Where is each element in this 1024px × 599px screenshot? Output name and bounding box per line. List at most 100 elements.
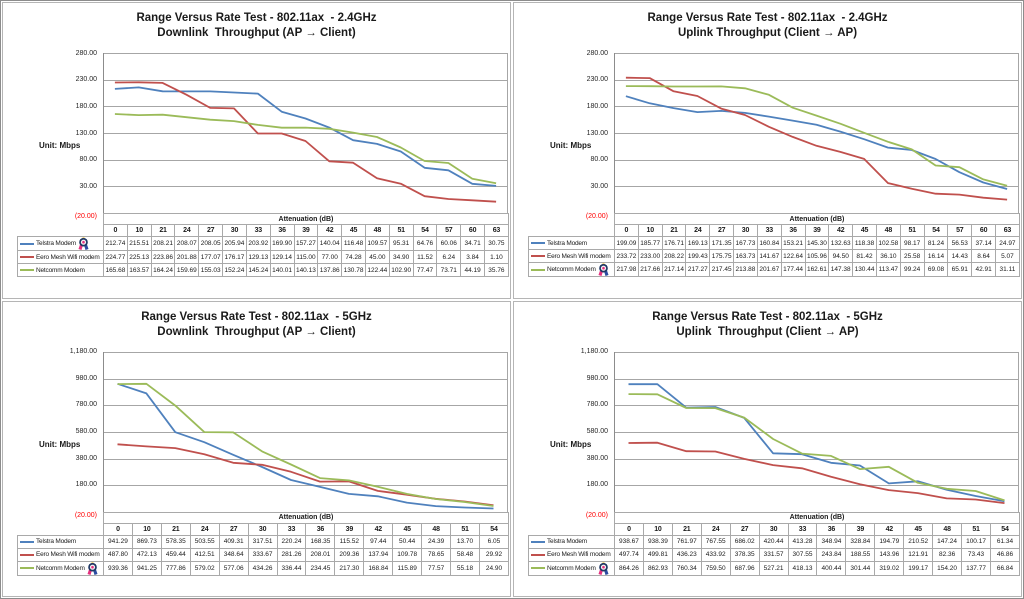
- value-cell: 162.61: [804, 262, 830, 277]
- chart-region: Unit: Mbps 280.00 230.00 180.00 130.00 80.00…: [3, 49, 510, 220]
- value-cell: 69.08: [923, 262, 949, 277]
- value-cell: 24.97: [995, 236, 1020, 250]
- unit-label: Unit: Mbps: [39, 439, 81, 449]
- value-cell: 29.92: [478, 547, 509, 562]
- x-axis-tick-cell: 0: [614, 522, 644, 536]
- y-axis-tick-label: 1,180.00: [69, 348, 97, 355]
- value-cell: 165.68: [103, 263, 128, 277]
- value-cell: 212.74: [103, 236, 128, 251]
- value-cell: 141.67: [756, 249, 782, 263]
- value-cell: 938.67: [614, 534, 644, 549]
- x-axis-tick-cell: 51: [961, 522, 991, 536]
- unit-label: Unit: Mbps: [550, 141, 592, 150]
- value-cell: 527.21: [758, 560, 789, 576]
- value-cell: 77.00: [317, 250, 343, 264]
- value-cell: 137.77: [961, 560, 991, 576]
- value-cell: 45.00: [364, 250, 390, 264]
- value-cell: 215.51: [126, 236, 152, 251]
- value-cell: 188.55: [845, 547, 876, 562]
- value-cell: 35.76: [484, 263, 509, 277]
- value-cell: 118.38: [852, 236, 877, 250]
- chart-region: Unit: Mbps 1,180.00 980.00 780.00 580.00 380…: [3, 348, 510, 519]
- y-axis-tick-label: 30.00: [79, 182, 97, 190]
- value-cell: 31.11: [995, 262, 1020, 277]
- value-cell: 140.01: [269, 263, 295, 277]
- value-cell: 147.38: [828, 262, 854, 277]
- chart-title-line2: Uplink Throughput (Client → AP): [677, 27, 858, 39]
- legend-series-name: Netcomm Modem: [36, 564, 85, 572]
- value-cell: 177.44: [780, 262, 806, 277]
- value-cell: 177.07: [198, 250, 224, 264]
- value-cell: 281.26: [276, 547, 307, 562]
- value-cell: 13.70: [450, 534, 480, 549]
- legend-line-swatch: [531, 567, 545, 569]
- value-cell: 577.06: [218, 560, 249, 576]
- x-axis-tick-cell: 30: [222, 224, 247, 237]
- value-cell: 168.35: [305, 534, 336, 549]
- chart-title-line2: Downlink Throughput (AP → Client): [157, 27, 356, 39]
- y-axis-tick-label: 80.00: [590, 156, 608, 164]
- y-axis-tick-label: (20.00): [585, 213, 608, 220]
- legend-line-swatch: [20, 553, 34, 556]
- value-cell: 102.58: [875, 236, 901, 250]
- value-cell: 317.51: [247, 534, 278, 549]
- value-cell: 50.44: [392, 534, 423, 549]
- value-cell: 203.92: [245, 236, 271, 251]
- x-axis-tick-cell: 33: [276, 522, 307, 536]
- chart-region: Unit: Mbps 1,180.00 980.00 780.00 580.00 380…: [514, 348, 1021, 519]
- value-cell: 941.25: [131, 560, 162, 576]
- x-axis-tick-cell: 60: [971, 224, 996, 237]
- value-cell: 97.44: [363, 534, 394, 549]
- value-cell: 46.86: [989, 547, 1020, 562]
- x-axis-tick-cell: 39: [804, 224, 830, 237]
- x-axis-tick-cell: 51: [899, 224, 925, 237]
- value-cell: 217.14: [661, 262, 687, 277]
- x-axis-tick-cell: 21: [661, 224, 687, 237]
- x-axis-tick-cell: 21: [160, 522, 191, 536]
- legend-series-name: Netcomm Modem: [547, 266, 596, 273]
- legend-line-swatch: [531, 255, 545, 257]
- value-cell: 122.44: [364, 263, 390, 277]
- x-axis-tick-cell: 45: [852, 224, 877, 237]
- value-cell: 115.89: [392, 560, 423, 576]
- value-cell: 65.91: [947, 262, 973, 277]
- value-cell: 77.47: [412, 263, 438, 277]
- series-line-netcomm-modem: [625, 85, 1008, 187]
- value-cell: 378.35: [729, 547, 760, 562]
- value-cell: 14.43: [947, 249, 973, 263]
- x-axis-tick-cell: 27: [218, 522, 249, 536]
- value-cell: 328.84: [845, 534, 876, 549]
- value-cell: 115.00: [293, 250, 319, 264]
- x-axis-tick-cell: 36: [780, 224, 806, 237]
- y-axis-labels: 1,180.00 980.00 780.00 580.00 380.00 180.00 (2…: [51, 348, 97, 519]
- value-cell: 102.90: [388, 263, 414, 277]
- value-cell: 201.67: [756, 262, 782, 277]
- value-cell: 472.13: [131, 547, 162, 562]
- y-axis-tick-label: 180.00: [75, 102, 97, 110]
- value-cell: 301.44: [845, 560, 876, 576]
- value-cell: 56.53: [947, 236, 973, 250]
- chart-title: Range Versus Rate Test - 802.11ax - 2.4G…: [514, 3, 1021, 49]
- legend-series-name: Eero Mesh Wifi modem: [547, 551, 611, 558]
- value-cell: 412.51: [189, 547, 220, 562]
- value-cell: 5.07: [995, 249, 1020, 263]
- x-axis-tick-cell: 42: [317, 224, 343, 237]
- value-cell: 348.64: [218, 547, 249, 562]
- x-axis-tick-cell: 0: [103, 522, 133, 536]
- value-cell: 24.39: [421, 534, 452, 549]
- y-axis-tick-label: 380.00: [586, 454, 608, 462]
- value-cell: 420.44: [758, 534, 789, 549]
- legend-line-swatch: [20, 256, 34, 258]
- chart-region: Unit: Mbps 280.00 230.00 180.00 130.00 80.00…: [514, 49, 1021, 220]
- x-axis-tick-cell: 63: [995, 224, 1020, 237]
- table-row: Netcomm Modem 165.68 163.57 164.24 159.69 155…: [17, 263, 509, 277]
- x-axis-tick-cell: 21: [671, 522, 702, 536]
- value-cell: 8.64: [971, 249, 996, 263]
- series-line-eero-mesh-wifi-modem: [625, 76, 1008, 201]
- table-row: Eero Mesh Wifi modem 487.80 472.13 459.44 41…: [17, 547, 509, 562]
- table-corner: [18, 225, 104, 237]
- legend-item: Telstra Modem: [17, 236, 104, 251]
- value-cell: 44.19: [460, 263, 485, 277]
- value-cell: 132.63: [828, 236, 854, 250]
